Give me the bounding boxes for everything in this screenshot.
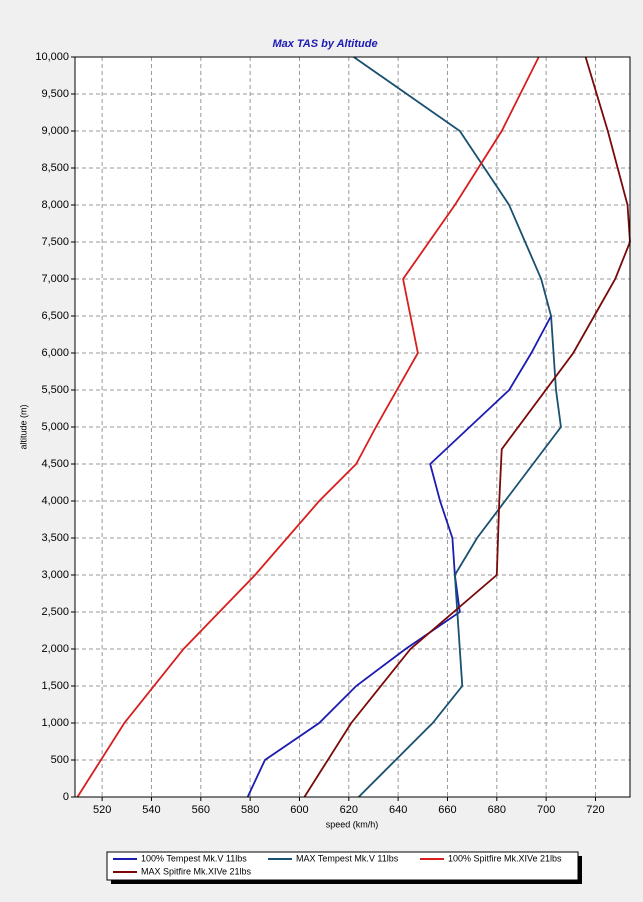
y-tick-label: 6,500 (41, 310, 69, 322)
x-tick-label: 580 (241, 804, 259, 816)
x-tick-label: 660 (438, 804, 456, 816)
x-tick-label: 600 (290, 804, 308, 816)
y-tick-label: 0 (63, 791, 69, 803)
y-tick-label: 2,500 (41, 606, 69, 618)
plot-frame (74, 56, 631, 798)
y-tick-label: 4,500 (41, 458, 69, 470)
legend-label: 100% Spitfire Mk.XIVe 21lbs (448, 853, 562, 863)
y-tick-label: 8,500 (41, 162, 69, 174)
x-tick-label: 540 (142, 804, 160, 816)
x-axis-label: speed (km/h) (326, 819, 379, 829)
y-tick-label: 8,000 (41, 199, 69, 211)
x-tick-label: 620 (340, 804, 358, 816)
x-tick-label: 720 (586, 804, 604, 816)
y-tick-label: 2,000 (41, 643, 69, 655)
y-axis-label: altitude (m) (18, 404, 28, 449)
legend-label: MAX Spitfire Mk.XIVe 21lbs (141, 866, 252, 876)
y-tick-label: 3,000 (41, 569, 69, 581)
x-tick-label: 680 (488, 804, 506, 816)
y-tick-label: 9,500 (41, 88, 69, 100)
x-tick-label: 640 (389, 804, 407, 816)
y-tick-label: 4,000 (41, 495, 69, 507)
y-tick-label: 500 (51, 754, 69, 766)
y-tick-label: 7,500 (41, 236, 69, 248)
y-tick-label: 5,000 (41, 421, 69, 433)
y-tick-label: 5,500 (41, 384, 69, 396)
x-tick-label: 520 (93, 804, 111, 816)
chart-title: Max TAS by Altitude (272, 38, 377, 50)
y-tick-label: 6,000 (41, 347, 69, 359)
y-tick-label: 7,000 (41, 273, 69, 285)
y-tick-label: 3,500 (41, 532, 69, 544)
y-tick-label: 10,000 (35, 51, 69, 63)
x-tick-label: 560 (192, 804, 210, 816)
legend-label: 100% Tempest Mk.V 11lbs (141, 853, 247, 863)
y-tick-label: 9,000 (41, 125, 69, 137)
x-tick-label: 700 (537, 804, 555, 816)
series-line (246, 315, 552, 798)
series-line (76, 56, 540, 798)
legend (106, 851, 579, 881)
y-tick-label: 1,000 (41, 717, 69, 729)
y-tick-label: 1,500 (41, 680, 69, 692)
series-line (303, 56, 631, 798)
series-line (353, 56, 562, 798)
legend-label: MAX Tempest Mk.V 11lbs (296, 853, 399, 863)
